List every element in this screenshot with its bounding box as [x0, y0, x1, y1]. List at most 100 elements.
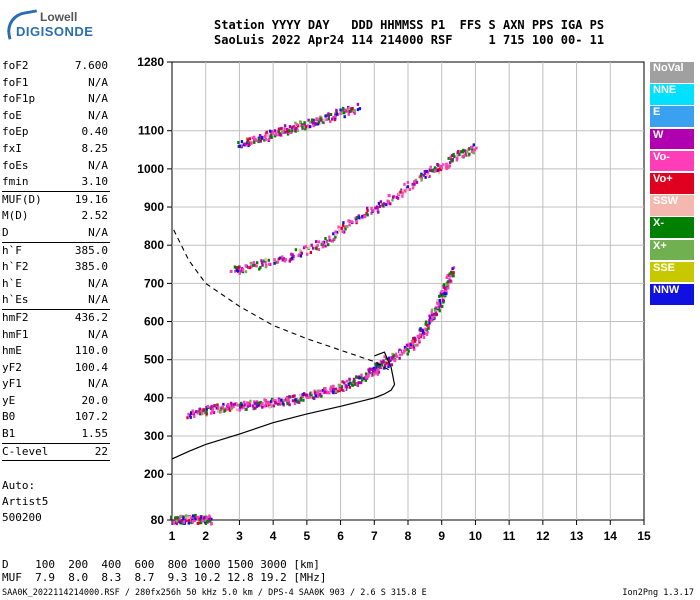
echo-point	[445, 283, 448, 287]
echo-point	[385, 203, 388, 207]
echo-point	[438, 309, 441, 313]
echo-point	[440, 290, 443, 293]
echo-point	[337, 383, 341, 387]
echo-point	[452, 266, 456, 270]
echo-point	[382, 360, 385, 364]
echo-point	[259, 265, 262, 269]
echo-point	[246, 138, 250, 142]
echo-point	[383, 366, 386, 370]
echo-point	[371, 372, 375, 376]
echo-point	[339, 386, 342, 389]
echo-point	[325, 118, 328, 122]
echo-point	[211, 407, 215, 411]
echo-point	[348, 385, 351, 389]
echo-point	[288, 395, 291, 399]
echo-point	[392, 195, 395, 199]
echo-point	[317, 389, 320, 393]
param-name: D	[2, 225, 9, 239]
echo-point	[309, 391, 313, 395]
echo-point	[316, 122, 320, 126]
echo-point	[374, 368, 377, 372]
echo-point	[210, 411, 213, 415]
y-tick-label: 400	[144, 391, 164, 405]
echo-point	[299, 398, 302, 402]
echo-point	[395, 195, 398, 199]
echo-point	[310, 243, 313, 247]
echo-point	[448, 161, 452, 165]
echo-point	[346, 109, 349, 113]
echo-point	[269, 399, 273, 403]
echo-point	[343, 225, 347, 229]
echo-point	[253, 406, 256, 410]
echo-point	[441, 293, 445, 297]
param-row: B1 1.55	[2, 426, 110, 443]
echo-point	[403, 345, 407, 349]
echo-point	[438, 306, 441, 310]
echo-point	[256, 403, 259, 407]
echo-point	[378, 364, 382, 368]
echo-point	[249, 399, 252, 403]
echo-point	[210, 517, 213, 521]
echo-point	[340, 385, 344, 389]
echo-point	[312, 124, 315, 128]
echo-point	[186, 514, 189, 518]
echo-point	[254, 137, 257, 141]
echo-point	[277, 133, 280, 137]
param-row: foEp 0.40	[2, 124, 110, 141]
echo-point	[304, 127, 307, 131]
echo-point	[388, 359, 391, 363]
echo-point	[283, 398, 286, 402]
echo-point	[355, 375, 358, 379]
echo-point	[253, 140, 256, 144]
echo-point	[347, 383, 350, 386]
echo-point	[205, 412, 208, 416]
param-value: N/A	[88, 293, 108, 307]
echo-point	[316, 118, 319, 122]
echo-point	[277, 397, 281, 401]
echo-point	[426, 330, 429, 334]
param-value: 385.0	[74, 243, 108, 257]
echo-point	[356, 102, 360, 106]
auto-code: 500200	[2, 511, 42, 524]
echo-point	[412, 336, 415, 340]
x-tick-label: 10	[469, 529, 483, 543]
echo-point	[316, 391, 320, 395]
echo-point	[340, 111, 344, 115]
echo-point	[248, 266, 251, 270]
echo-point	[321, 389, 325, 392]
param-row: foF1 N/A	[2, 75, 110, 92]
auto-scaling-info: Auto: Artist5 500200	[2, 478, 48, 526]
echo-point	[279, 401, 282, 405]
echo-point	[438, 298, 441, 302]
echo-point	[452, 271, 455, 275]
echo-point	[339, 108, 342, 112]
echo-point	[372, 208, 375, 212]
echo-point	[247, 402, 250, 406]
param-name: hmF1	[2, 327, 29, 341]
echo-point	[263, 138, 266, 142]
echo-point	[216, 403, 219, 407]
param-name: yF2	[2, 360, 22, 374]
echo-point	[279, 256, 282, 260]
echo-point	[329, 120, 332, 124]
echo-point	[390, 363, 393, 367]
echo-point	[198, 517, 201, 521]
echo-point	[321, 120, 325, 124]
echo-point	[298, 400, 301, 404]
muf-table: D 100 200 400 600 800 1000 1500 3000 [km…	[2, 558, 327, 584]
y-tick-label: 80	[151, 513, 165, 527]
echo-point	[205, 520, 209, 524]
echo-point	[257, 401, 260, 405]
echo-point	[185, 518, 188, 522]
y-tick-label: 900	[144, 200, 164, 214]
param-name: C-level	[2, 444, 49, 458]
param-row: h`F2 385.0	[2, 259, 110, 276]
echo-point	[279, 133, 282, 137]
echo-point	[401, 191, 404, 195]
echo-point	[198, 521, 201, 525]
echo-point	[358, 107, 362, 111]
echo-point	[243, 142, 246, 146]
echo-point	[208, 516, 212, 520]
echo-point	[403, 189, 407, 193]
echo-point	[220, 406, 223, 410]
